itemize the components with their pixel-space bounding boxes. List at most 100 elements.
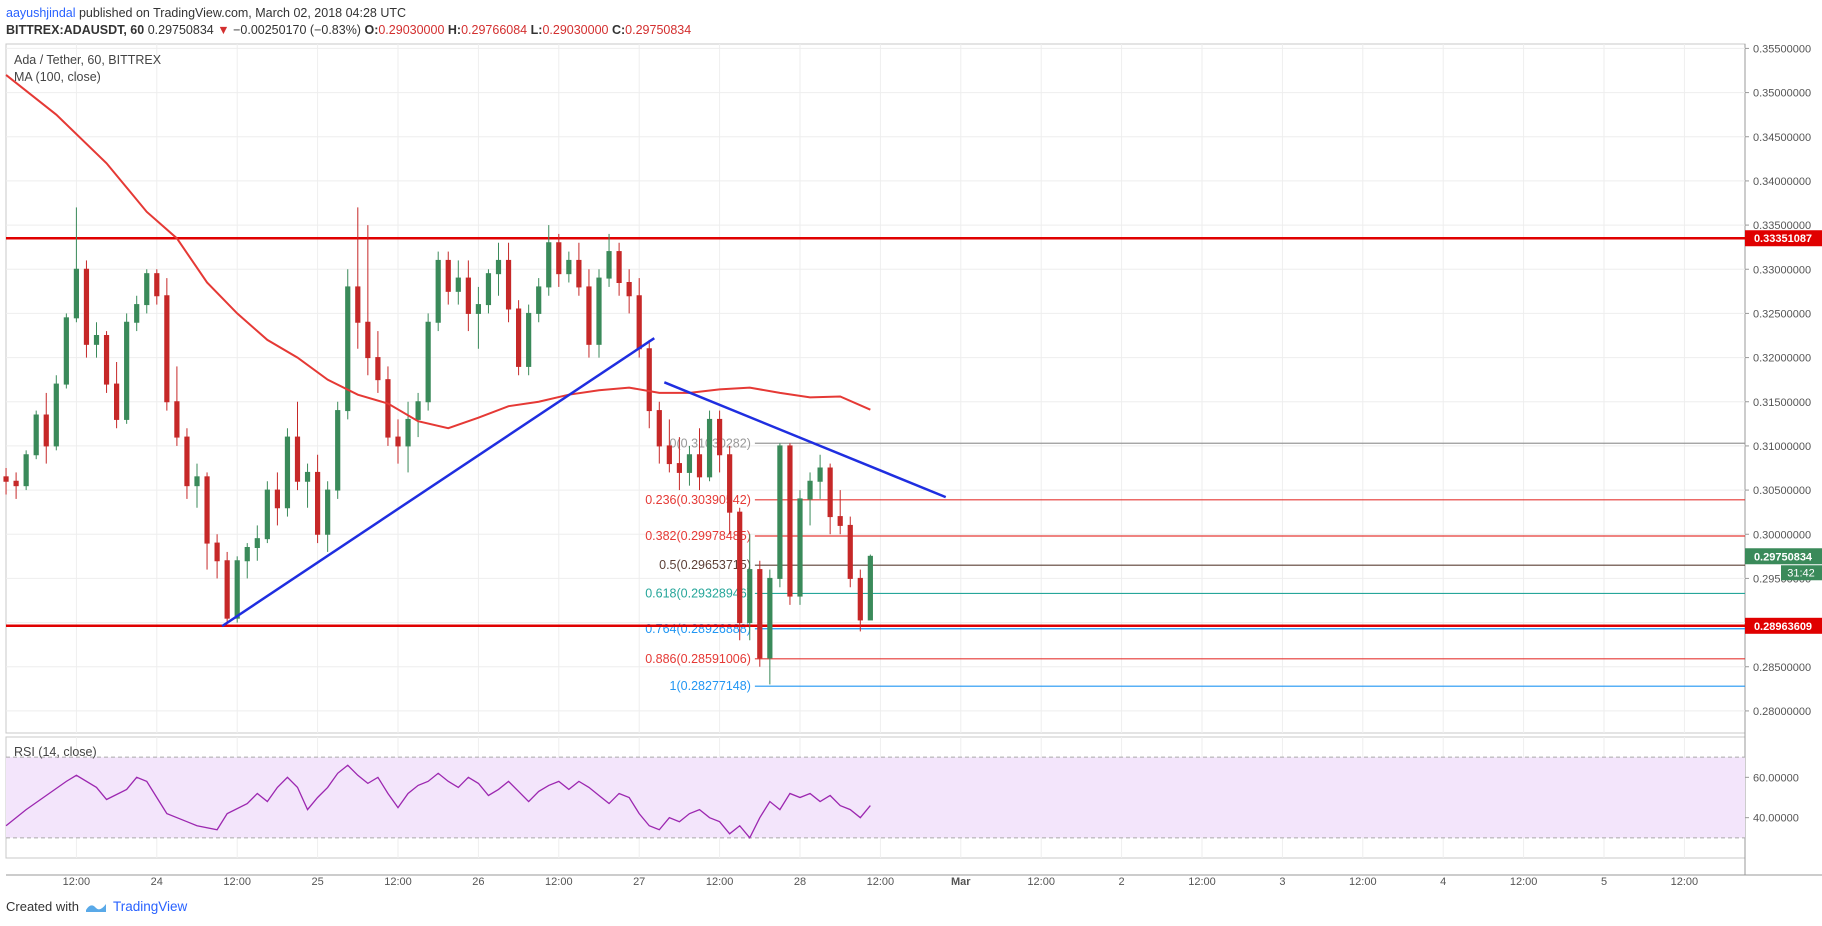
price-tick-label: 0.31000000 <box>1753 441 1811 453</box>
candle-body <box>526 312 532 367</box>
candle-body <box>696 454 703 478</box>
time-tick-label: 12:00 <box>706 876 734 888</box>
candle-body <box>355 286 361 323</box>
countdown-label: 31:42 <box>1787 567 1815 579</box>
candle-body <box>3 476 9 482</box>
high-label: H: <box>447 23 462 37</box>
low-value: 0.29030000 <box>542 23 609 37</box>
tradingview-logo-icon <box>85 903 106 912</box>
candle-body <box>485 273 492 306</box>
candle-body <box>405 418 411 447</box>
candle-body <box>325 489 331 535</box>
time-tick-label: 12:00 <box>545 876 573 888</box>
candle-body <box>636 295 642 350</box>
candle-body <box>164 295 170 403</box>
created-with-text: Created with <box>6 899 79 914</box>
candle-body <box>676 463 682 473</box>
fib-level-label: 0.382(0.29978485) <box>645 529 751 543</box>
price-tick-label: 0.31500000 <box>1753 397 1811 409</box>
candle-body <box>425 321 431 403</box>
chart-title: Ada / Tether, 60, BITTREX <box>14 53 162 67</box>
last-price-label: 0.29750834 <box>1754 551 1813 563</box>
ma-legend: MA (100, close) <box>14 70 101 84</box>
candle-body <box>516 308 522 367</box>
candle-body <box>867 555 873 621</box>
candle-body <box>244 547 250 562</box>
time-tick-label: 12:00 <box>1188 876 1216 888</box>
candle-body <box>656 410 662 447</box>
candle-body <box>204 476 210 544</box>
footer: Created with TradingView <box>6 899 187 914</box>
price-tick-label: 0.33000000 <box>1753 264 1811 276</box>
candle-body <box>546 242 552 288</box>
candle-body <box>706 418 713 478</box>
chart-legend: Ada / Tether, 60, BITTREX MA (100, close… <box>14 52 161 86</box>
price-tick-label: 0.30500000 <box>1753 485 1811 497</box>
candle-body <box>53 383 59 447</box>
candle-body <box>616 251 622 283</box>
candle-body <box>777 445 783 579</box>
time-tick-label: 2 <box>1119 876 1125 888</box>
candle-body <box>194 476 200 487</box>
candle-body <box>646 348 652 412</box>
trendline <box>221 337 655 628</box>
candle-body <box>385 379 391 438</box>
candle-body <box>455 277 461 292</box>
candle-body <box>505 259 512 310</box>
candle-body <box>747 569 753 624</box>
candle-body <box>827 467 833 518</box>
candle-body <box>315 471 321 535</box>
candle-body <box>224 560 230 619</box>
candle-body <box>13 480 19 487</box>
time-tick-label: 27 <box>633 876 645 888</box>
candle-body <box>345 286 351 412</box>
rsi-tick-label: 60.00000 <box>1753 772 1799 784</box>
rsi-band <box>6 757 1745 838</box>
candle-body <box>767 577 773 659</box>
candle-body <box>737 511 743 624</box>
fib-level-label: 0.886(0.28591006) <box>645 652 751 666</box>
open-label: O: <box>364 23 379 37</box>
candle-body <box>596 277 602 345</box>
fib-level-label: 0.764(0.28926888) <box>645 622 751 636</box>
candle-body <box>576 259 582 288</box>
candle-body <box>847 524 853 579</box>
candle-body <box>445 259 451 292</box>
price-tick-label: 0.28500000 <box>1753 662 1811 674</box>
candle-body <box>395 436 401 447</box>
tradingview-brand[interactable]: TradingView <box>112 899 188 914</box>
time-tick-label: 28 <box>794 876 806 888</box>
candle-body <box>294 436 301 482</box>
candle-body <box>214 542 220 562</box>
candle-body <box>727 454 733 513</box>
time-tick-label: 12:00 <box>867 876 895 888</box>
time-tick-label: 12:00 <box>1349 876 1377 888</box>
candle-body <box>144 273 150 306</box>
price-tag-label: 0.33351087 <box>1754 233 1812 245</box>
candle-body <box>787 445 793 597</box>
ohlc-status-line: BITTREX:ADAUSDT, 60 0.29750834 ▼ −0.0025… <box>6 21 691 39</box>
price-tag <box>1745 617 1822 634</box>
candle-body <box>73 268 80 319</box>
last-price-tag <box>1745 548 1822 565</box>
rsi-line <box>5 764 871 840</box>
candle-body <box>23 454 29 487</box>
time-tick-label: 12:00 <box>223 876 251 888</box>
author-link[interactable]: aayushjindal <box>6 6 76 20</box>
candle-body <box>234 560 240 619</box>
candle-body <box>837 516 843 526</box>
published-text: published on TradingView.com, March 02, … <box>78 6 407 20</box>
candle-body <box>103 335 110 385</box>
candle-body <box>475 304 481 314</box>
down-arrow-icon: ▼ <box>217 23 230 37</box>
candle-body <box>757 569 763 659</box>
candle-body <box>566 259 572 275</box>
time-tick-label: 26 <box>472 876 484 888</box>
time-tick-label: 12:00 <box>384 876 412 888</box>
price-change: −0.00250170 (−0.83%) <box>233 23 361 37</box>
candle-body <box>495 259 502 275</box>
candle-body <box>465 277 471 314</box>
price-tick-label: 0.32500000 <box>1753 308 1811 320</box>
candle-body <box>375 357 381 381</box>
